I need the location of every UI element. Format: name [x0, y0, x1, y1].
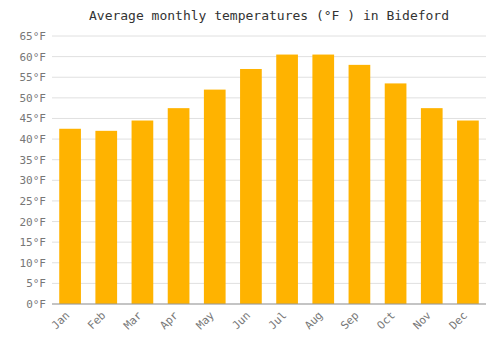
x-tick-label: May — [194, 309, 218, 333]
grid-line — [52, 36, 486, 37]
grid-line — [52, 97, 486, 98]
y-tick-label: 65°F — [20, 30, 47, 43]
x-axis-line — [52, 304, 486, 305]
x-tick-label: Jun — [230, 309, 253, 332]
x-tick-label: Mar — [121, 309, 145, 333]
grid — [52, 36, 486, 304]
bar — [276, 55, 298, 304]
grid-line — [52, 77, 486, 78]
y-tick-label: 35°F — [20, 154, 47, 167]
y-tick-label: 50°F — [20, 92, 47, 105]
bar — [421, 108, 443, 304]
y-tick-label: 60°F — [20, 51, 47, 64]
x-tick-label: Jul — [266, 309, 289, 332]
bar — [168, 108, 190, 304]
bar — [132, 121, 154, 304]
bars — [59, 55, 479, 304]
grid-line — [52, 304, 486, 305]
bar — [457, 121, 479, 304]
x-tick-label: Oct — [374, 309, 397, 332]
y-tick-label: 55°F — [20, 71, 47, 84]
y-tick-label: 20°F — [20, 216, 47, 229]
bar — [312, 55, 334, 304]
y-tick-label: 15°F — [20, 236, 47, 249]
y-tick-label: 5°F — [26, 277, 46, 290]
x-tick-label: Dec — [447, 309, 470, 332]
x-tick-label: Jan — [49, 309, 72, 332]
y-tick-label: 45°F — [20, 112, 47, 125]
grid-line — [52, 56, 486, 57]
bar — [385, 83, 407, 304]
x-tick-label: Nov — [411, 309, 435, 333]
y-tick-label: 25°F — [20, 195, 47, 208]
y-tick-label: 0°F — [26, 298, 46, 311]
chart: Average monthly temperatures (°F ) in Bi… — [0, 0, 500, 350]
x-tick-label: Apr — [157, 309, 181, 333]
bar — [240, 69, 262, 304]
x-tick-label: Sep — [338, 309, 361, 332]
y-tick-label: 40°F — [20, 133, 47, 146]
bar — [349, 65, 371, 304]
y-tick-label: 30°F — [20, 174, 47, 187]
bar — [95, 131, 117, 304]
title: Average monthly temperatures (°F ) in Bi… — [89, 8, 449, 23]
chart-container: Average monthly temperatures (°F ) in Bi… — [0, 0, 500, 350]
bar — [204, 90, 226, 304]
bar — [59, 129, 81, 304]
y-tick-label: 10°F — [20, 257, 47, 270]
x-tick-label: Aug — [302, 309, 325, 332]
x-tick-label: Feb — [85, 309, 108, 332]
